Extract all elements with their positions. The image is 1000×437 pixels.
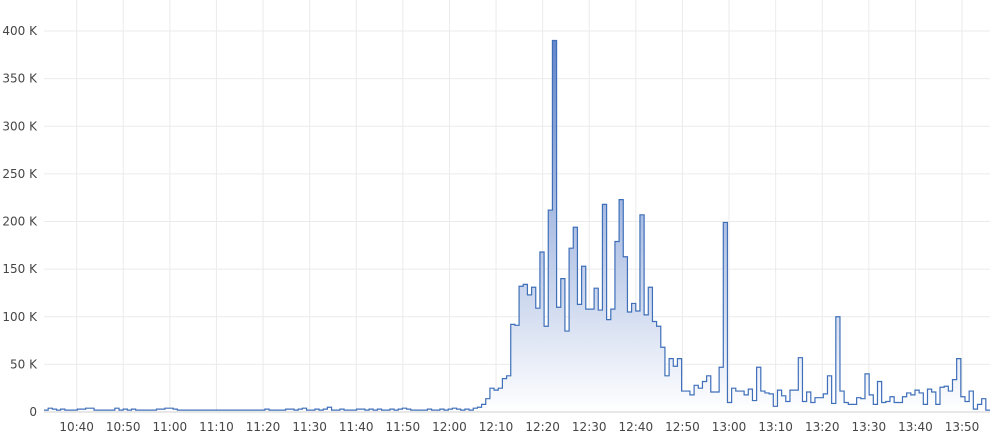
series-area-fill [44, 40, 990, 412]
x-tick-label: 13:00 [712, 420, 747, 434]
x-tick-label: 11:30 [292, 420, 327, 434]
y-tick-label: 300 K [2, 119, 38, 133]
x-tick-label: 10:50 [106, 420, 141, 434]
y-tick-label: 0 [29, 405, 37, 419]
x-tick-label: 13:20 [805, 420, 840, 434]
y-tick-label: 150 K [2, 262, 38, 276]
y-tick-label: 250 K [2, 167, 38, 181]
x-tick-label: 11:40 [339, 420, 374, 434]
y-tick-label: 200 K [2, 215, 38, 229]
series-line [44, 39, 990, 411]
y-tick-label: 50 K [10, 357, 38, 371]
x-tick-label: 12:00 [432, 420, 467, 434]
y-tick-label: 100 K [2, 310, 38, 324]
x-tick-label: 12:10 [479, 420, 514, 434]
x-tick-label: 11:20 [246, 420, 281, 434]
y-tick-label: 400 K [2, 24, 38, 38]
x-tick-label: 10:40 [59, 420, 94, 434]
x-tick-label: 12:40 [619, 420, 654, 434]
x-tick-label: 12:20 [525, 420, 560, 434]
x-tick-label: 13:40 [898, 420, 933, 434]
y-axis: 0 50 K 100 K 150 K 200 K 250 K 300 K 350 K 400 K [2, 24, 38, 419]
x-tick-label: 13:30 [852, 420, 887, 434]
x-tick-label: 13:50 [945, 420, 980, 434]
x-tick-label: 11:10 [199, 420, 234, 434]
y-tick-label: 350 K [2, 72, 38, 86]
x-tick-label: 11:50 [386, 420, 421, 434]
plot-area [44, 39, 990, 413]
x-tick-label: 13:10 [758, 420, 793, 434]
chart-grid [44, 0, 990, 413]
x-axis: 10:40 10:50 11:00 11:10 11:20 11:30 11:40 11:50… [59, 420, 979, 434]
x-tick-label: 12:30 [572, 420, 607, 434]
x-tick-label: 11:00 [153, 420, 188, 434]
x-tick-label: 12:50 [665, 420, 700, 434]
